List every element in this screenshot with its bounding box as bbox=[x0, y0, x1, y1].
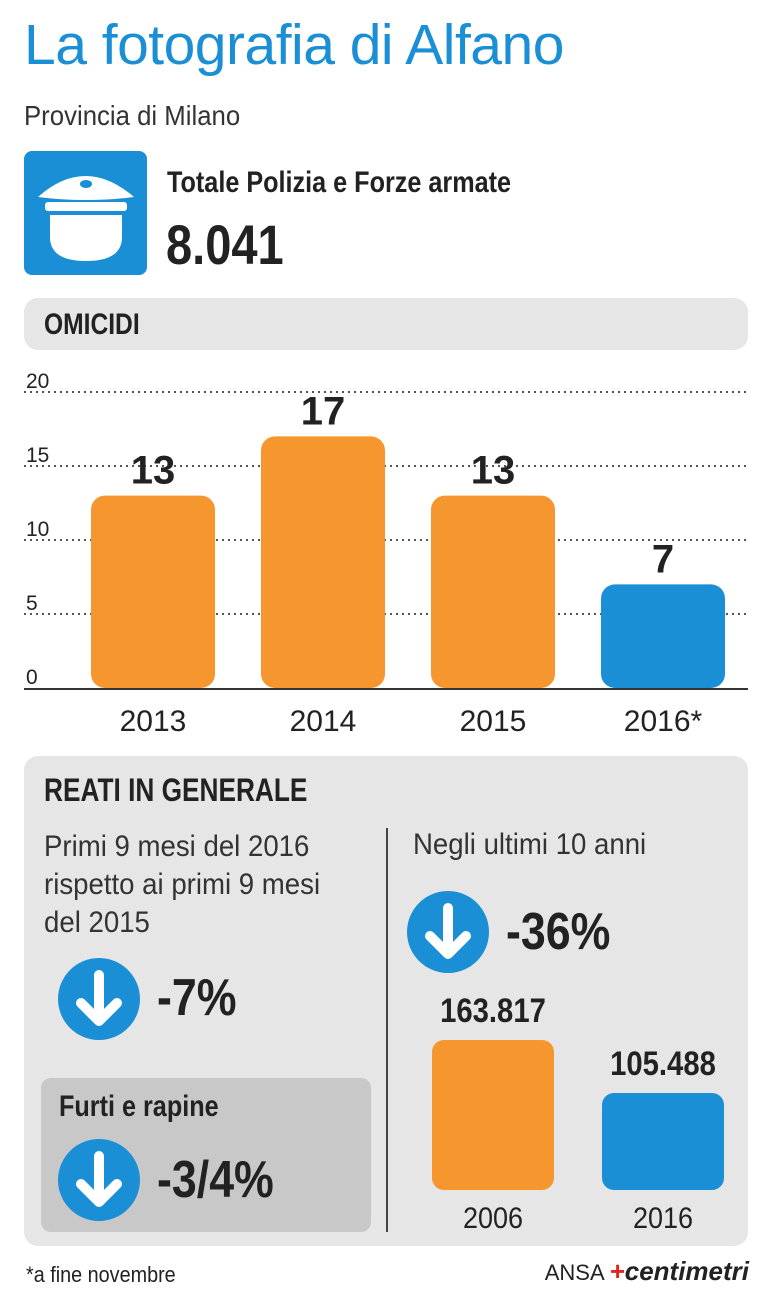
down-arrow-icon bbox=[407, 891, 489, 973]
furti-panel: Furti e rapine -3/4% bbox=[41, 1078, 371, 1232]
y-tick-label: 10 bbox=[26, 518, 49, 541]
panel-divider bbox=[386, 828, 388, 1232]
omicidi-section-header: OMICIDI bbox=[24, 298, 748, 350]
data-label: 13 bbox=[471, 449, 516, 493]
decade-bar-year: 2016 bbox=[632, 1202, 694, 1235]
omicidi-section-title: OMICIDI bbox=[44, 308, 140, 341]
decade-bar-value: 105.488 bbox=[610, 1045, 716, 1084]
y-tick-label: 0 bbox=[26, 666, 38, 689]
brand-logo: +centimetri bbox=[609, 1256, 749, 1286]
reati-right-change: -36% bbox=[506, 903, 611, 961]
down-arrow-icon bbox=[58, 1139, 140, 1221]
police-cap-icon bbox=[24, 151, 147, 275]
x-tick-label: 2014 bbox=[290, 705, 357, 738]
reati-panel: REATI IN GENERALE Primi 9 mesi del 2016 … bbox=[24, 756, 748, 1246]
brand-source: ANSA bbox=[544, 1260, 604, 1285]
x-tick-label: 2016* bbox=[624, 705, 703, 738]
data-label: 7 bbox=[652, 537, 674, 581]
police-total-value: 8.041 bbox=[166, 213, 284, 276]
decade-bar bbox=[602, 1093, 724, 1190]
y-tick-label: 15 bbox=[26, 444, 49, 467]
x-tick-label: 2015 bbox=[460, 705, 527, 738]
decade-bar bbox=[432, 1040, 554, 1190]
data-label: 13 bbox=[131, 449, 176, 493]
decade-bar-value: 163.817 bbox=[440, 992, 546, 1030]
x-tick-label: 2013 bbox=[120, 705, 187, 738]
reati-title: REATI IN GENERALE bbox=[44, 772, 308, 808]
data-label: 17 bbox=[301, 389, 346, 433]
brand: ANSA +centimetri bbox=[545, 1256, 749, 1287]
reati-left-description: Primi 9 mesi del 2016 rispetto ai primi … bbox=[44, 830, 321, 939]
reati-left-change: -7% bbox=[157, 969, 237, 1027]
bar bbox=[431, 495, 555, 688]
furti-title: Furti e rapine bbox=[59, 1090, 219, 1123]
down-arrow-icon bbox=[58, 958, 140, 1040]
police-total-label: Totale Polizia e Forze armate bbox=[167, 166, 512, 199]
decade-bar-year: 2006 bbox=[462, 1202, 524, 1235]
reati-right-description: Negli ultimi 10 anni bbox=[413, 828, 647, 861]
bar bbox=[91, 495, 215, 688]
y-tick-label: 5 bbox=[26, 592, 38, 615]
page-subtitle: Provincia di Milano bbox=[24, 100, 241, 131]
y-tick-label: 20 bbox=[26, 370, 49, 393]
bar bbox=[601, 584, 725, 688]
page-title: La fotografia di Alfano bbox=[24, 13, 564, 77]
brand-logo-text: centimetri bbox=[624, 1256, 749, 1286]
furti-change: -3/4% bbox=[157, 1151, 274, 1209]
footnote: *a fine novembre bbox=[26, 1262, 176, 1287]
bar bbox=[261, 436, 385, 688]
